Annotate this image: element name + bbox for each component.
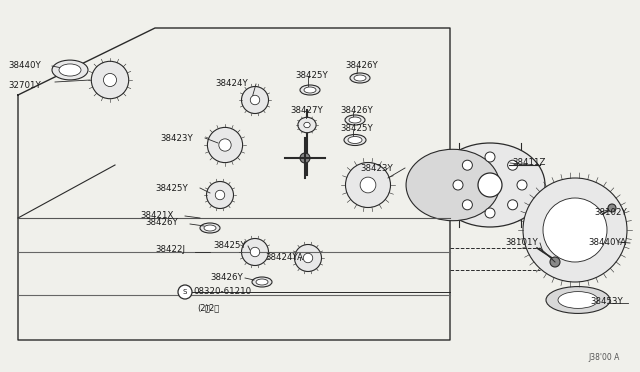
Circle shape bbox=[608, 204, 616, 212]
Text: 38426Y: 38426Y bbox=[210, 273, 243, 282]
Ellipse shape bbox=[250, 247, 260, 257]
Text: S: S bbox=[183, 289, 187, 295]
Text: 38424Y: 38424Y bbox=[215, 78, 248, 87]
Text: 。2）: 。2） bbox=[205, 304, 220, 312]
Ellipse shape bbox=[250, 95, 260, 105]
Ellipse shape bbox=[360, 177, 376, 193]
Text: 38426Y: 38426Y bbox=[345, 61, 378, 70]
Ellipse shape bbox=[59, 64, 81, 76]
Circle shape bbox=[485, 208, 495, 218]
Ellipse shape bbox=[204, 225, 216, 231]
Ellipse shape bbox=[92, 61, 129, 99]
Ellipse shape bbox=[523, 178, 627, 282]
Text: 38423Y: 38423Y bbox=[360, 164, 393, 173]
Text: 38426Y: 38426Y bbox=[145, 218, 178, 227]
Ellipse shape bbox=[304, 87, 316, 93]
Ellipse shape bbox=[344, 135, 366, 145]
Circle shape bbox=[462, 200, 472, 210]
Text: 38427Y: 38427Y bbox=[290, 106, 323, 115]
Ellipse shape bbox=[219, 139, 231, 151]
Ellipse shape bbox=[207, 127, 243, 163]
Ellipse shape bbox=[543, 198, 607, 262]
Ellipse shape bbox=[435, 143, 545, 227]
Ellipse shape bbox=[200, 223, 220, 233]
Text: (2): (2) bbox=[197, 304, 209, 312]
Ellipse shape bbox=[304, 122, 310, 128]
Text: 38425Y: 38425Y bbox=[155, 183, 188, 192]
Circle shape bbox=[485, 152, 495, 162]
Text: 38453Y: 38453Y bbox=[590, 298, 623, 307]
Text: 38424YA: 38424YA bbox=[265, 253, 303, 263]
Ellipse shape bbox=[241, 87, 269, 113]
Ellipse shape bbox=[546, 286, 610, 314]
Ellipse shape bbox=[345, 115, 365, 125]
Circle shape bbox=[462, 160, 472, 170]
Ellipse shape bbox=[349, 117, 361, 123]
Text: 38421X: 38421X bbox=[140, 211, 173, 219]
Text: 08320-61210: 08320-61210 bbox=[193, 288, 251, 296]
Ellipse shape bbox=[348, 137, 362, 144]
Text: 38426Y: 38426Y bbox=[340, 106, 372, 115]
Text: 38101Y: 38101Y bbox=[505, 237, 538, 247]
Ellipse shape bbox=[256, 279, 268, 285]
Text: 38411Z: 38411Z bbox=[512, 157, 545, 167]
Ellipse shape bbox=[52, 60, 88, 80]
Text: 38425Y: 38425Y bbox=[213, 241, 246, 250]
Text: 38102Y: 38102Y bbox=[594, 208, 627, 217]
Text: 32701Y: 32701Y bbox=[8, 80, 41, 90]
Ellipse shape bbox=[104, 73, 116, 87]
Ellipse shape bbox=[215, 190, 225, 200]
Circle shape bbox=[508, 160, 518, 170]
Circle shape bbox=[300, 153, 310, 163]
Text: 38440Y: 38440Y bbox=[8, 61, 41, 70]
Text: 38423Y: 38423Y bbox=[160, 134, 193, 142]
Text: 38422J: 38422J bbox=[155, 246, 185, 254]
Ellipse shape bbox=[406, 149, 500, 221]
Text: 38440YA: 38440YA bbox=[588, 237, 626, 247]
Ellipse shape bbox=[354, 75, 366, 81]
Circle shape bbox=[508, 200, 518, 210]
Ellipse shape bbox=[252, 277, 272, 287]
Circle shape bbox=[178, 285, 192, 299]
Ellipse shape bbox=[300, 85, 320, 95]
Circle shape bbox=[550, 257, 560, 267]
Ellipse shape bbox=[346, 163, 390, 208]
Ellipse shape bbox=[558, 292, 598, 308]
Text: J38'00 A: J38'00 A bbox=[589, 353, 620, 362]
Ellipse shape bbox=[303, 253, 313, 263]
Ellipse shape bbox=[241, 238, 269, 266]
Text: 38425Y: 38425Y bbox=[295, 71, 328, 80]
Ellipse shape bbox=[350, 73, 370, 83]
Ellipse shape bbox=[294, 244, 321, 272]
Ellipse shape bbox=[298, 117, 316, 133]
Circle shape bbox=[517, 180, 527, 190]
Circle shape bbox=[478, 173, 502, 197]
Text: 38425Y: 38425Y bbox=[340, 124, 372, 132]
Circle shape bbox=[453, 180, 463, 190]
Ellipse shape bbox=[207, 182, 234, 208]
